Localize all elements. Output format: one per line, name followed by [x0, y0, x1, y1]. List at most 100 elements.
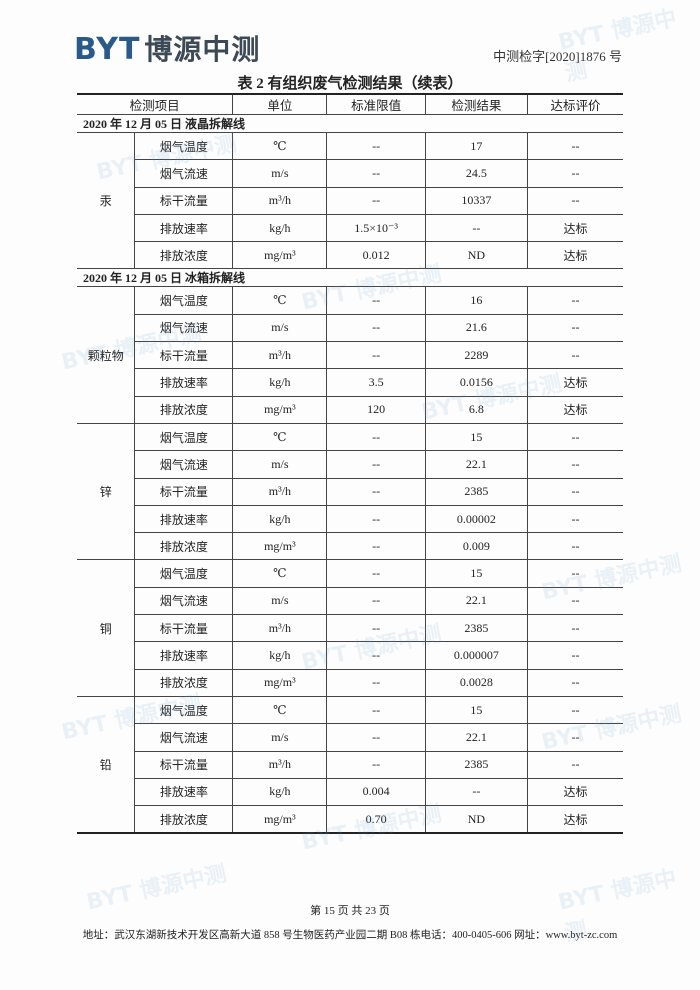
item-cell: 排放速率 [134, 777, 234, 807]
table-row: 汞烟气温度 ℃ -- 17 -- [77, 131, 623, 270]
limit-cell: -- [326, 186, 426, 215]
item-cell: 标干流量 [134, 341, 234, 370]
table-row: 排放浓度 mg/m³ 0.70 ND 达标 [77, 805, 623, 835]
column-header: 检测项目 [77, 93, 234, 115]
column-header: 单位 [232, 93, 328, 115]
table-row: 标干流量 m³/h -- 2385 -- [77, 477, 623, 506]
item-cell: 烟气流速 [134, 723, 234, 752]
pollutant-cell: 铜 [77, 559, 136, 697]
logo-latin: BYT [74, 32, 141, 67]
table-row: 烟气流速 m/s -- 22.1 -- [77, 723, 623, 752]
limit-cell: -- [326, 477, 426, 506]
evaluation-cell: -- [527, 159, 623, 188]
evaluation-cell: -- [527, 559, 623, 588]
table-row: 标干流量 m³/h -- 2385 -- [77, 750, 623, 779]
limit-cell: 120 [326, 395, 426, 424]
limit-cell: 0.70 [326, 805, 426, 835]
table-row: 铜烟气温度 ℃ -- 15 -- [77, 559, 623, 697]
table-row: 排放浓度 mg/m³ 120 6.8 达标 [77, 395, 623, 424]
evaluation-cell: -- [527, 532, 623, 561]
table-row: 排放速率 kg/h 0.004 -- 达标 [77, 777, 623, 807]
item-cell: 烟气流速 [134, 450, 234, 479]
table-row: 排放浓度 mg/m³ -- 0.009 -- [77, 532, 623, 561]
column-header: 检测结果 [424, 93, 529, 115]
result-cell: 22.1 [424, 586, 529, 616]
result-cell: 6.8 [424, 395, 529, 424]
table-header-row: 检测项目 单位 标准限值 检测结果 达标评价 [77, 93, 623, 115]
item-cell: 排放速率 [134, 213, 234, 243]
limit-cell: -- [326, 641, 426, 670]
table-row: 颗粒物 烟气温度 ℃ -- 16 -- [77, 286, 623, 424]
table-row: 排放浓度 mg/m³ -- 0.0028 -- [77, 668, 623, 697]
evaluation-cell: -- [527, 186, 623, 215]
item-cell: 排放浓度 [134, 668, 234, 697]
unit-cell: m/s [232, 586, 328, 616]
table-row: 烟气流速 m/s -- 21.6 -- [77, 313, 623, 343]
item-cell: 排放浓度 [134, 805, 234, 835]
pollutant-cell: 锌 [77, 422, 136, 561]
result-cell: 2289 [424, 341, 529, 370]
date-row: 2020 年 12 月 05 日 液晶拆解线 [77, 114, 623, 133]
item-cell: 标干流量 [134, 477, 234, 506]
unit-cell: ℃ [232, 286, 328, 315]
table-row: 烟气流速 m/s -- 24.5 -- [77, 159, 623, 188]
limit-cell: -- [326, 559, 426, 588]
result-cell: 22.1 [424, 723, 529, 752]
column-header: 达标评价 [527, 93, 623, 115]
unit-cell: kg/h [232, 213, 328, 243]
unit-cell: m/s [232, 159, 328, 188]
column-header: 标准限值 [326, 93, 426, 115]
date-line: 2020 年 12 月 05 日 液晶拆解线 [77, 114, 623, 133]
table-row: 排放速率 kg/h 3.5 0.0156 达标 [77, 368, 623, 397]
evaluation-cell: -- [527, 450, 623, 479]
results-table: 检测项目 单位 标准限值 检测结果 达标评价 2020 年 12 月 05 日 液晶拆解… [77, 93, 623, 835]
result-cell: 10337 [424, 186, 529, 215]
evaluation-cell: -- [527, 614, 623, 643]
item-cell: 标干流量 [134, 750, 234, 779]
result-cell: ND [424, 805, 529, 835]
pollutant-cell: 颗粒物 [77, 286, 136, 424]
item-cell: 排放浓度 [134, 532, 234, 561]
limit-cell: -- [326, 159, 426, 188]
evaluation-cell: -- [527, 668, 623, 697]
result-cell: 0.0156 [424, 368, 529, 397]
result-cell: 0.00002 [424, 504, 529, 534]
unit-cell: mg/m³ [232, 805, 328, 835]
table-row: 标干流量 m³/h -- 2289 -- [77, 341, 623, 370]
table-row: 排放速率 kg/h -- 0.000007 -- [77, 641, 623, 670]
limit-cell: -- [326, 131, 426, 161]
limit-cell: -- [326, 422, 426, 452]
unit-cell: mg/m³ [232, 395, 328, 424]
unit-cell: mg/m³ [232, 241, 328, 270]
unit-cell: ℃ [232, 559, 328, 588]
table-row: 标干流量 m³/h -- 10337 -- [77, 186, 623, 215]
unit-cell: m³/h [232, 750, 328, 779]
item-cell: 烟气流速 [134, 159, 234, 188]
item-cell: 烟气温度 [134, 559, 234, 588]
evaluation-cell: 达标 [527, 241, 623, 270]
evaluation-cell: -- [527, 586, 623, 616]
item-cell: 烟气温度 [134, 286, 234, 315]
unit-cell: m/s [232, 313, 328, 343]
evaluation-cell: -- [527, 313, 623, 343]
result-cell: -- [424, 213, 529, 243]
unit-cell: m³/h [232, 477, 328, 506]
unit-cell: ℃ [232, 131, 328, 161]
item-cell: 排放浓度 [134, 241, 234, 270]
table-row: 排放速率 kg/h 1.5×10⁻³ -- 达标 [77, 213, 623, 243]
item-cell: 烟气流速 [134, 313, 234, 343]
table-row: 锌烟气温度 ℃ -- 15 -- [77, 422, 623, 561]
result-cell: 0.0028 [424, 668, 529, 697]
item-cell: 标干流量 [134, 186, 234, 215]
evaluation-cell: 达标 [527, 213, 623, 243]
evaluation-cell: -- [527, 723, 623, 752]
limit-cell: 1.5×10⁻³ [326, 213, 426, 243]
table-row: 铅烟气温度 ℃ -- 15 -- [77, 695, 623, 835]
evaluation-cell: -- [527, 750, 623, 779]
logo-chinese: 博源中测 [144, 33, 261, 66]
page-number: 第 15 页 共 23 页 [310, 905, 390, 917]
result-cell: 22.1 [424, 450, 529, 479]
item-cell: 标干流量 [134, 614, 234, 643]
result-cell: 24.5 [424, 159, 529, 188]
